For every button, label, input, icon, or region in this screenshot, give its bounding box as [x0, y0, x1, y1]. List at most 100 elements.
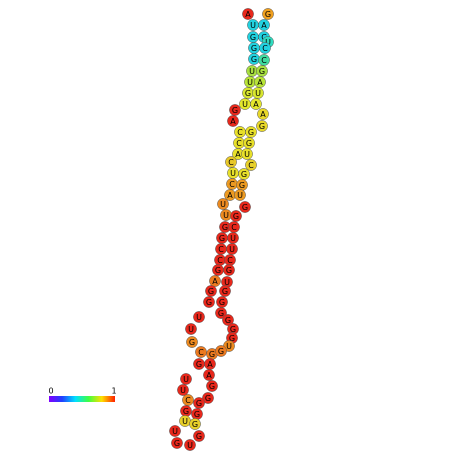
nucleotide-label: G	[206, 298, 212, 307]
nucleotide-label: G	[192, 420, 198, 429]
nucleotide-label: G	[218, 347, 224, 356]
nucleotide-label: G	[222, 287, 228, 296]
nucleotide: C	[226, 178, 238, 190]
nucleotide: A	[258, 19, 270, 31]
nucleotide: G	[248, 53, 260, 65]
nucleotide: C	[215, 243, 227, 255]
nucleotide: U	[246, 65, 258, 77]
nucleotide: A	[227, 115, 239, 127]
nucleotide-circle	[215, 345, 227, 357]
nucleotide-label: G	[194, 410, 200, 419]
nucleotide: G	[215, 345, 227, 357]
nucleotide: G	[256, 65, 268, 77]
nucleotide-label: G	[251, 44, 257, 53]
nucleotide-label: A	[212, 277, 218, 286]
nucleotide-circle	[242, 8, 254, 20]
nucleotide-circle	[223, 264, 235, 276]
nucleotide: G	[193, 358, 205, 370]
nucleotide: C	[233, 137, 245, 149]
nucleotide-label: C	[185, 396, 191, 405]
nucleotide: G	[206, 380, 218, 392]
nucleotide-circle	[239, 201, 251, 213]
nucleotide: G	[238, 168, 250, 180]
nucleotide-circle	[234, 189, 246, 201]
nucleotide: C	[245, 159, 257, 171]
nucleotide-label: G	[225, 316, 231, 325]
nucleotide-label: A	[235, 150, 241, 159]
nucleotide-label: G	[174, 439, 180, 448]
nucleotide-circle	[241, 148, 253, 160]
nucleotide-circle	[215, 307, 227, 319]
nucleotide-label: C	[237, 128, 243, 137]
nucleotide: G	[215, 307, 227, 319]
nucleotide: G	[202, 392, 214, 404]
nucleotide-circle	[257, 108, 269, 120]
nucleotide: A	[257, 108, 269, 120]
nucleotide: A	[203, 369, 215, 381]
nucleotide: U	[241, 148, 253, 160]
nucleotide-circle	[227, 115, 239, 127]
legend-min: 0	[48, 387, 53, 396]
nucleotide-label: G	[196, 432, 202, 441]
nucleotide: G	[230, 210, 242, 222]
nucleotide-label: A	[207, 360, 213, 369]
nucleotide: C	[182, 394, 194, 406]
nucleotide-label: A	[257, 78, 263, 87]
nucleotide-label: G	[259, 67, 265, 76]
nucleotide-label: C	[229, 180, 235, 189]
nucleotide: C	[234, 126, 246, 138]
nucleotide-circle	[259, 42, 271, 54]
nucleotide: U	[179, 415, 191, 427]
nucleotide-label: U	[237, 191, 243, 200]
nucleotide: G	[216, 232, 228, 244]
nucleotide-label: A	[230, 117, 236, 126]
nucleotide-circle	[193, 430, 205, 442]
nucleotide: U	[239, 98, 251, 110]
nucleotide-circle	[186, 336, 198, 348]
nucleotide: G	[247, 31, 259, 43]
nucleotide: U	[185, 323, 197, 335]
nucleotide: U	[193, 311, 205, 323]
nucleotide-label: G	[265, 10, 271, 19]
nucleotide-label: U	[188, 325, 194, 334]
nucleotide-circle	[202, 392, 214, 404]
nucleotide-label: G	[241, 170, 247, 179]
nucleotide-circle	[169, 425, 181, 437]
nucleotide: G	[245, 126, 257, 138]
nucleotide-label: G	[229, 334, 235, 343]
nucleotide-circle	[219, 285, 231, 297]
nucleotide-label: U	[230, 169, 236, 178]
nucleotide-label: G	[232, 106, 238, 115]
nucleotide-label: G	[209, 382, 215, 391]
nucleotide-label: U	[229, 245, 235, 254]
nucleotide: G	[180, 405, 192, 417]
nucleotide-label: U	[250, 21, 256, 30]
nucleotide: G	[191, 408, 203, 420]
nucleotide-label: G	[196, 360, 202, 369]
nucleotide: U	[247, 19, 259, 31]
nucleotide-label: U	[230, 234, 236, 243]
nucleotide: A	[250, 98, 262, 110]
nucleotide-label: U	[265, 38, 271, 47]
nucleotide-circle	[206, 380, 218, 392]
nucleotide: U	[234, 189, 246, 201]
nucleotide-label: A	[260, 110, 266, 119]
nucleotide: A	[254, 76, 266, 88]
nucleotide: A	[209, 275, 221, 287]
nucleotide: G	[262, 8, 274, 20]
nucleotide-circle	[256, 120, 268, 132]
nucleotide-circle	[250, 98, 262, 110]
nucleotide: C	[258, 54, 270, 66]
nucleotide-label: G	[233, 212, 239, 221]
nucleotide-label: C	[218, 245, 224, 254]
nucleotide-label: G	[250, 33, 256, 42]
nucleotide: G	[193, 430, 205, 442]
nucleotide: G	[219, 221, 231, 233]
nucleotide: G	[243, 137, 255, 149]
nucleotide: A	[204, 358, 216, 370]
legend-gradient	[49, 396, 115, 402]
nucleotide-label: C	[261, 33, 267, 42]
nucleotide-circle	[217, 198, 229, 210]
nucleotide: C	[195, 346, 207, 358]
